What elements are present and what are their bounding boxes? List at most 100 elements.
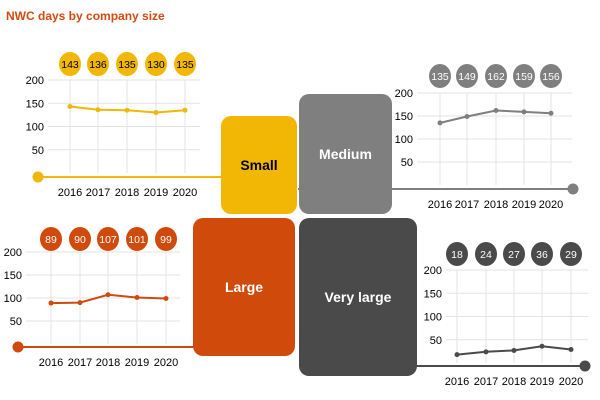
very-large-data-label: 24 <box>480 249 492 261</box>
large-connector-dot <box>12 341 24 353</box>
large-tile <box>193 218 295 356</box>
small-x-tick-label: 2018 <box>115 187 139 199</box>
small-y-tick-label: 200 <box>26 75 44 87</box>
large-panel: 200 150 100 50 2016 2017 2018 2019 2020 89 90 107 10… <box>4 227 180 369</box>
large-data-point <box>105 292 111 298</box>
small-value-bubble <box>87 52 109 76</box>
medium-data-label: 159 <box>515 71 533 83</box>
very-large-data-point <box>568 347 574 353</box>
large-value-bubble <box>69 227 91 251</box>
very-large-data-point <box>454 352 460 358</box>
medium-data-label: 135 <box>431 71 449 83</box>
very-large-y-tick-label: 50 <box>430 335 442 347</box>
very-large-y-tick-label: 150 <box>424 288 442 300</box>
medium-value-bubble <box>540 64 562 88</box>
medium-connector-dot <box>567 183 579 195</box>
large-x-tick-label: 2017 <box>68 357 92 369</box>
medium-value-bubble <box>456 64 478 88</box>
large-data-point <box>163 295 169 301</box>
small-value-bubble <box>116 52 138 76</box>
very-large-data-point <box>511 347 517 353</box>
small-y-tick-label: 150 <box>26 98 44 110</box>
very-large-x-tick-label: 2019 <box>530 376 554 388</box>
medium-data-label: 156 <box>542 71 560 83</box>
large-value-bubble <box>155 227 177 251</box>
large-data-label: 90 <box>74 234 86 246</box>
large-data-label: 101 <box>128 234 146 246</box>
very-large-value-bubble <box>560 242 582 266</box>
medium-x-tick-label: 2019 <box>512 199 536 211</box>
small-data-point <box>153 110 159 116</box>
large-data-label: 107 <box>99 234 117 246</box>
small-tile-label: Small <box>240 157 277 173</box>
large-y-tick-label: 100 <box>4 293 22 305</box>
very-large-data-point <box>539 343 545 349</box>
small-data-label: 135 <box>118 59 136 71</box>
very-large-value-bubble <box>446 242 468 266</box>
medium-data-point <box>464 113 470 119</box>
medium-data-point <box>548 110 554 116</box>
small-data-label: 143 <box>61 59 79 71</box>
large-value-bubble <box>40 227 62 251</box>
large-data-label: 99 <box>160 234 172 246</box>
small-data-label: 136 <box>89 59 107 71</box>
large-x-tick-label: 2016 <box>39 357 63 369</box>
medium-data-label: 162 <box>487 71 505 83</box>
very-large-data-label: 18 <box>451 249 463 261</box>
medium-value-bubble <box>485 64 507 88</box>
medium-y-tick-label: 50 <box>401 157 413 169</box>
size-tiles: Small Medium Large Very large <box>193 94 417 376</box>
medium-value-bubble <box>513 64 535 88</box>
very-large-value-bubble <box>531 242 553 266</box>
medium-y-tick-label: 200 <box>395 88 413 100</box>
very-large-connector-dot <box>579 360 591 372</box>
large-x-tick-label: 2019 <box>125 357 149 369</box>
very-large-value-bubble <box>503 242 525 266</box>
small-value-bubble <box>59 52 81 76</box>
very-large-y-tick-label: 200 <box>424 265 442 277</box>
small-tile <box>221 116 297 214</box>
large-data-point <box>134 295 140 301</box>
small-data-label: 135 <box>176 59 194 71</box>
small-x-tick-label: 2016 <box>58 187 82 199</box>
large-data-point <box>77 300 83 306</box>
small-value-bubble <box>145 52 167 76</box>
medium-tile <box>299 94 392 214</box>
small-x-tick-label: 2017 <box>86 187 110 199</box>
very-large-y-tick-label: 100 <box>424 312 442 324</box>
small-connector-dot <box>32 171 44 183</box>
very-large-tile-label: Very large <box>325 289 392 305</box>
small-x-tick-label: 2020 <box>173 187 197 199</box>
very-large-data-label: 36 <box>536 249 548 261</box>
large-value-bubble <box>97 227 119 251</box>
medium-data-point <box>521 109 527 115</box>
very-large-x-tick-label: 2016 <box>445 376 469 388</box>
large-y-tick-label: 150 <box>4 270 22 282</box>
chart-title: NWC days by company size <box>6 9 165 23</box>
small-data-point <box>95 107 101 113</box>
very-large-panel: 200 150 100 50 2016 2017 2018 2019 2020 18 24 27 36 2… <box>424 242 588 388</box>
small-panel: 200 150 100 50 2016 2017 2018 2019 2020 143 136 135… <box>26 52 200 199</box>
large-value-bubble <box>126 227 148 251</box>
large-data-label: 89 <box>45 234 57 246</box>
medium-tile-label: Medium <box>319 146 372 162</box>
medium-y-tick-label: 100 <box>395 134 413 146</box>
small-data-point <box>67 104 73 110</box>
medium-x-tick-label: 2018 <box>484 199 508 211</box>
small-data-label: 130 <box>147 59 165 71</box>
very-large-data-label: 27 <box>508 249 520 261</box>
large-y-tick-label: 50 <box>10 316 22 328</box>
medium-y-tick-label: 150 <box>395 111 413 123</box>
very-large-tile <box>299 218 417 376</box>
medium-x-tick-label: 2016 <box>428 199 452 211</box>
very-large-data-point <box>483 349 489 355</box>
medium-x-tick-label: 2017 <box>455 199 479 211</box>
medium-data-point <box>493 107 499 113</box>
small-value-bubble <box>174 52 196 76</box>
large-tile-label: Large <box>225 279 263 295</box>
medium-panel: 200 150 100 50 2016 2017 2018 2019 2020 135 149 162… <box>395 64 572 211</box>
medium-value-bubble <box>429 64 451 88</box>
very-large-x-tick-label: 2020 <box>559 376 583 388</box>
